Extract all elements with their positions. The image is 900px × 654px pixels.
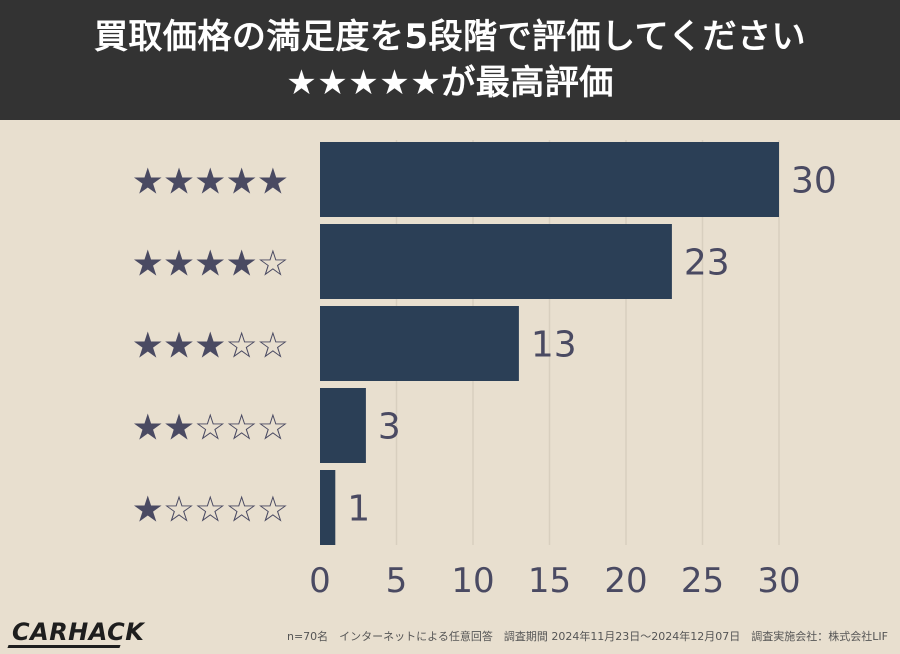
chart-subtitle: ★★★★★が最高評価 — [286, 63, 614, 103]
x-tick-label: 5 — [386, 561, 408, 601]
logo-underline — [7, 645, 121, 648]
x-tick-label: 0 — [309, 561, 331, 601]
bar — [320, 224, 672, 299]
data-label: 23 — [684, 243, 730, 284]
x-tick-label: 15 — [528, 561, 571, 601]
x-tick-label: 20 — [604, 561, 647, 601]
bar-chart: ★★★★★ 30★★★★☆ 23★★★☆☆ 13★★☆☆☆ 3★☆☆☆☆ 10 5 10 15 2… — [132, 140, 837, 601]
category-label: ★★★★☆ — [132, 244, 288, 285]
x-tick-label: 30 — [757, 561, 800, 601]
x-tick-label: 10 — [451, 561, 494, 601]
x-tick-label: 25 — [681, 561, 724, 601]
footer: CARHACK n=70名 インターネットによる任意回答 調査期間 2024年1… — [0, 615, 900, 654]
bar — [320, 470, 336, 545]
data-label: 13 — [531, 325, 577, 366]
category-label: ★☆☆☆☆ — [132, 490, 288, 531]
chart-header: 買取価格の満足度を5段階で評価してください ★★★★★が最高評価 — [0, 0, 900, 120]
category-label: ★★★★★ — [132, 162, 288, 203]
carhack-logo: CARHACK — [12, 618, 145, 646]
bar — [320, 306, 519, 381]
bar — [320, 142, 779, 217]
data-label: 30 — [791, 161, 837, 202]
bar — [320, 388, 366, 463]
category-label: ★★☆☆☆ — [132, 408, 288, 449]
survey-note: n=70名 インターネットによる任意回答 調査期間 2024年11月23日〜20… — [286, 630, 888, 643]
category-label: ★★★☆☆ — [132, 326, 288, 367]
data-label: 3 — [378, 407, 401, 448]
data-label: 1 — [347, 489, 370, 530]
chart-title: 買取価格の満足度を5段階で評価してください — [93, 17, 807, 57]
